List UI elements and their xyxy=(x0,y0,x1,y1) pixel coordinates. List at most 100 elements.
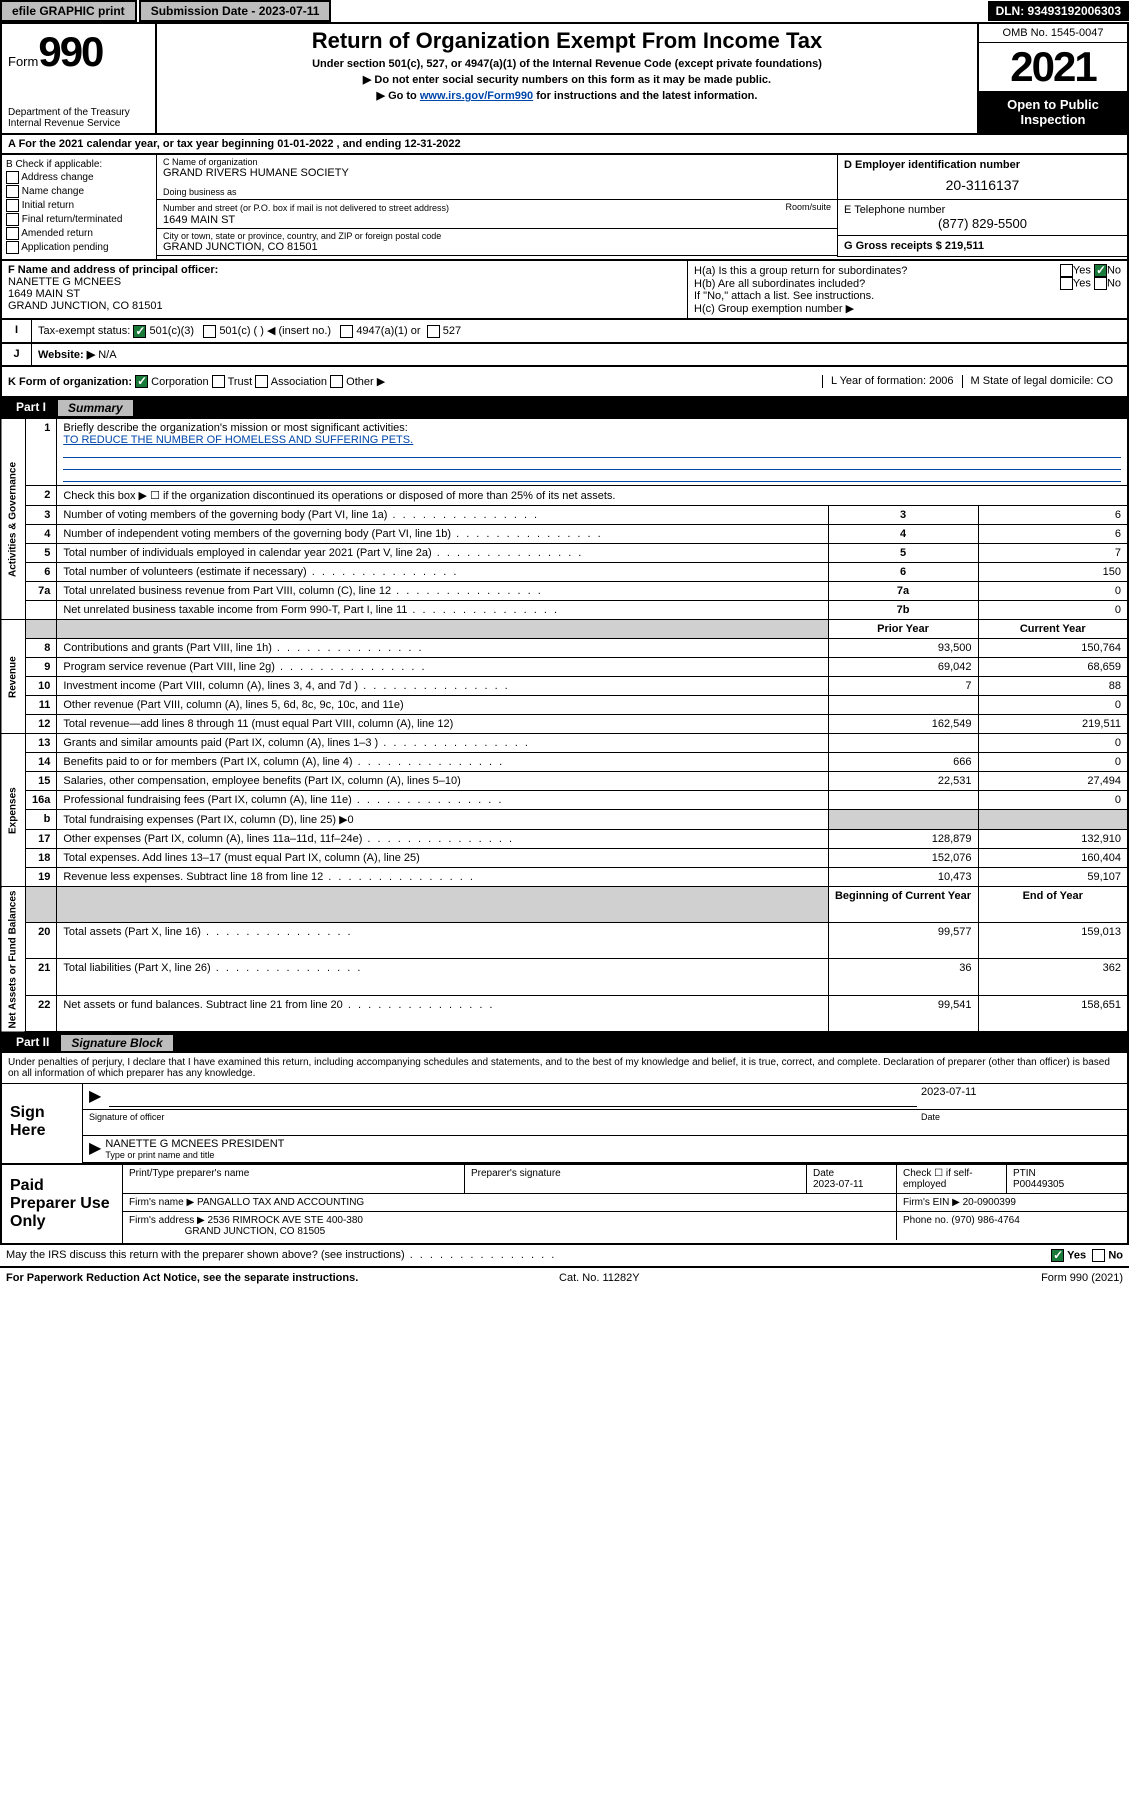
val-4: 6 xyxy=(978,525,1128,544)
assoc-label: Association xyxy=(271,376,327,388)
c20: 159,013 xyxy=(978,923,1128,959)
gross-receipts: G Gross receipts $ 219,511 xyxy=(838,236,1127,257)
app-pending-checkbox[interactable] xyxy=(6,241,19,254)
c8: 150,764 xyxy=(978,639,1128,658)
paid-preparer-block: Paid Preparer Use Only Print/Type prepar… xyxy=(0,1165,1129,1245)
current-year-hdr: Current Year xyxy=(978,620,1128,639)
city-value: GRAND JUNCTION, CO 81501 xyxy=(163,241,831,253)
kform-row: K Form of organization: Corporation Trus… xyxy=(0,367,1129,399)
header-title-block: Return of Organization Exempt From Incom… xyxy=(157,24,977,133)
corp-checkbox[interactable] xyxy=(135,375,148,388)
ein-cell: D Employer identification number 20-3116… xyxy=(837,155,1127,199)
form-subtitle: Under section 501(c), 527, or 4947(a)(1)… xyxy=(165,58,969,70)
p12: 162,549 xyxy=(828,715,978,734)
addr-change-label: Address change xyxy=(21,172,93,183)
hb-yes: Yes xyxy=(1073,277,1091,289)
ein-label: D Employer identification number xyxy=(844,159,1121,171)
final-return-checkbox[interactable] xyxy=(6,213,19,226)
line-8: Contributions and grants (Part VIII, lin… xyxy=(57,639,828,658)
efile-button[interactable]: efile GRAPHIC print xyxy=(0,0,137,22)
trust-checkbox[interactable] xyxy=(212,375,225,388)
501c-checkbox[interactable] xyxy=(203,325,216,338)
discuss-yes-checkbox[interactable] xyxy=(1051,1249,1064,1262)
ha-yes: Yes xyxy=(1073,264,1091,276)
527-label: 527 xyxy=(443,325,461,337)
line-2: Check this box ▶ ☐ if the organization d… xyxy=(57,486,1128,506)
4947-checkbox[interactable] xyxy=(340,325,353,338)
cat-no: Cat. No. 11282Y xyxy=(559,1272,640,1284)
sig-disclaimer: Under penalties of perjury, I declare th… xyxy=(2,1053,1127,1084)
discuss-no-checkbox[interactable] xyxy=(1092,1249,1105,1262)
other-checkbox[interactable] xyxy=(330,375,343,388)
hb-no: No xyxy=(1107,277,1121,289)
amended-label: Amended return xyxy=(21,228,93,239)
part2-header: Part II Signature Block xyxy=(0,1033,1129,1053)
501c3-label: 501(c)(3) xyxy=(149,325,194,337)
c18: 160,404 xyxy=(978,849,1128,868)
officer-street: 1649 MAIN ST xyxy=(8,288,681,300)
signature-block: Under penalties of perjury, I declare th… xyxy=(0,1053,1129,1165)
501c-label: 501(c) ( ) ◀ (insert no.) xyxy=(219,325,331,337)
c15: 27,494 xyxy=(978,772,1128,791)
top-bar: efile GRAPHIC print Submission Date - 20… xyxy=(0,0,1129,23)
line-6: Total number of volunteers (estimate if … xyxy=(57,563,828,582)
prep-phone-label: Phone no. xyxy=(903,1215,949,1226)
trust-label: Trust xyxy=(228,376,253,388)
initial-return-checkbox[interactable] xyxy=(6,199,19,212)
dba-label: Doing business as xyxy=(163,187,831,197)
addr-change-checkbox[interactable] xyxy=(6,171,19,184)
p18: 152,076 xyxy=(828,849,978,868)
amended-return-checkbox[interactable] xyxy=(6,227,19,240)
hb-label: H(b) Are all subordinates included? xyxy=(694,278,865,290)
line-5: Total number of individuals employed in … xyxy=(57,544,828,563)
officer-h-block: F Name and address of principal officer:… xyxy=(0,261,1129,320)
address-block: Number and street (or P.O. box if mail i… xyxy=(157,200,837,257)
line-7b: Net unrelated business taxable income fr… xyxy=(57,601,828,620)
ha-yes-checkbox[interactable] xyxy=(1060,264,1073,277)
hb-no-checkbox[interactable] xyxy=(1094,277,1107,290)
p22: 99,541 xyxy=(828,995,978,1032)
year-formation: L Year of formation: 2006 xyxy=(822,375,962,389)
line-11: Other revenue (Part VIII, column (A), li… xyxy=(57,696,828,715)
discuss-yes: Yes xyxy=(1067,1250,1086,1262)
c13: 0 xyxy=(978,734,1128,753)
name-change-checkbox[interactable] xyxy=(6,185,19,198)
p16a xyxy=(828,791,978,810)
prep-phone: (970) 986-4764 xyxy=(951,1215,1019,1226)
note-ssn: ▶ Do not enter social security numbers o… xyxy=(165,73,969,86)
firm-ein: 20-0900399 xyxy=(963,1197,1016,1208)
p9: 69,042 xyxy=(828,658,978,677)
assoc-checkbox[interactable] xyxy=(255,375,268,388)
hb-note: If "No," attach a list. See instructions… xyxy=(694,290,1121,302)
k-label: K Form of organization: xyxy=(8,376,132,388)
submission-date-button[interactable]: Submission Date - 2023-07-11 xyxy=(139,0,332,22)
arrow-icon: ▶ xyxy=(89,1086,101,1107)
end-hdr: End of Year xyxy=(978,887,1128,923)
header-left: Form 990 Department of the Treasury Inte… xyxy=(2,24,157,133)
501c3-checkbox[interactable] xyxy=(133,325,146,338)
side-expenses: Expenses xyxy=(1,734,26,887)
city-label: City or town, state or province, country… xyxy=(163,231,831,241)
c17: 132,910 xyxy=(978,830,1128,849)
part2-num: Part II xyxy=(8,1035,57,1051)
officer-name: NANETTE G MCNEES xyxy=(8,276,681,288)
hb-yes-checkbox[interactable] xyxy=(1060,277,1073,290)
street-label: Number and street (or P.O. box if mail i… xyxy=(163,203,449,213)
discuss-row: May the IRS discuss this return with the… xyxy=(0,1245,1129,1268)
h-cell: H(a) Is this a group return for subordin… xyxy=(687,261,1127,318)
self-employed-check[interactable]: Check ☐ if self-employed xyxy=(897,1165,1007,1193)
line-16a: Professional fundraising fees (Part IX, … xyxy=(57,791,828,810)
dept-label: Department of the Treasury Internal Reve… xyxy=(8,107,149,129)
sig-officer-label: Signature of officer xyxy=(89,1112,921,1133)
mission-link[interactable]: TO REDUCE THE NUMBER OF HOMELESS AND SUF… xyxy=(63,434,413,446)
officer-signature-field[interactable] xyxy=(109,1086,917,1107)
sign-here-label: Sign Here xyxy=(2,1084,82,1163)
ha-no-checkbox[interactable] xyxy=(1094,264,1107,277)
line-9: Program service revenue (Part VIII, line… xyxy=(57,658,828,677)
c9: 68,659 xyxy=(978,658,1128,677)
c12: 219,511 xyxy=(978,715,1128,734)
irs-link[interactable]: www.irs.gov/Form990 xyxy=(420,90,533,102)
527-checkbox[interactable] xyxy=(427,325,440,338)
side-governance: Activities & Governance xyxy=(1,419,26,620)
val-7a: 0 xyxy=(978,582,1128,601)
